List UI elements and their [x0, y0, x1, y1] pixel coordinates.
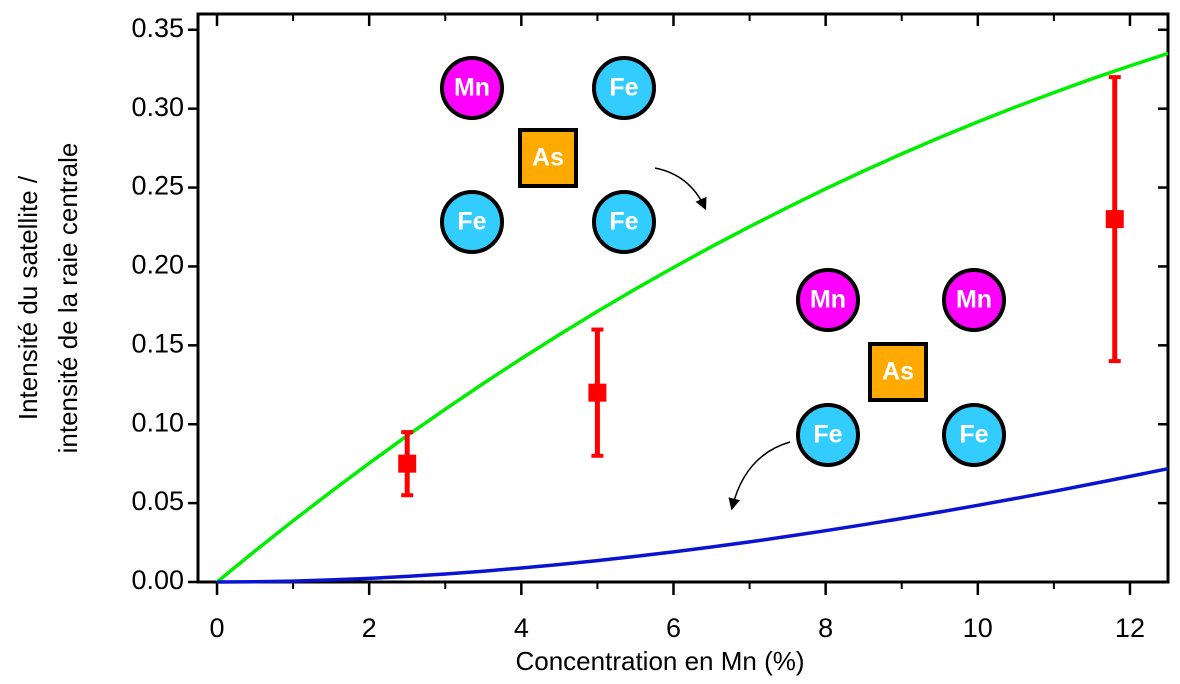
atom-label: As [882, 358, 914, 386]
line [216, 466, 1169, 584]
atom-label: Fe [959, 421, 988, 449]
plot-frame [196, 12, 1170, 584]
y-tick-label: 0.05 [131, 486, 184, 516]
atom-label: Fe [609, 208, 638, 236]
x-axis-label: Concentration en Mn (%) [515, 646, 804, 676]
arrow [728, 441, 791, 511]
atom-circle [592, 56, 656, 120]
y-tick-label: 0.25 [131, 171, 184, 201]
atom-circle [440, 56, 504, 120]
arrow [654, 167, 707, 211]
atom-circle [440, 190, 504, 254]
atom-circle [942, 403, 1006, 467]
atom-label: Fe [457, 208, 486, 236]
x-tick-label: 10 [963, 613, 993, 643]
atom-square [868, 342, 928, 402]
atom-label: Fe [609, 74, 638, 102]
y-tick-label: 0.20 [131, 250, 184, 280]
atom-label: Mn [956, 286, 992, 314]
y-axis-label: intensité de la raie centrale [53, 143, 83, 454]
atom-label: Fe [813, 421, 842, 449]
atom-label: Mn [454, 74, 490, 102]
y-tick-label: 0.35 [131, 13, 184, 43]
atom-square [518, 128, 578, 188]
marker [398, 454, 417, 473]
atom-circle [942, 268, 1006, 332]
y-tick-label: 0.15 [131, 328, 184, 358]
atom-circle [592, 190, 656, 254]
marker [1105, 210, 1124, 229]
atom-label: As [532, 144, 564, 172]
atom-circle [796, 268, 860, 332]
y-tick-label: 0.30 [131, 92, 184, 122]
x-tick-label: 6 [666, 613, 681, 643]
x-tick-label: 12 [1115, 613, 1145, 643]
y-tick-label: 0.10 [131, 407, 184, 437]
x-tick-label: 0 [210, 613, 225, 643]
x-tick-label: 8 [818, 613, 833, 643]
x-tick-label: 2 [362, 613, 377, 643]
x-tick-label: 4 [514, 613, 529, 643]
marker [588, 383, 607, 402]
atom-label: Mn [810, 286, 846, 314]
line [215, 51, 1169, 584]
y-tick-label: 0.00 [131, 565, 184, 595]
atom-circle [796, 403, 860, 467]
y-axis-label: Intensité du satellite / [13, 175, 43, 420]
